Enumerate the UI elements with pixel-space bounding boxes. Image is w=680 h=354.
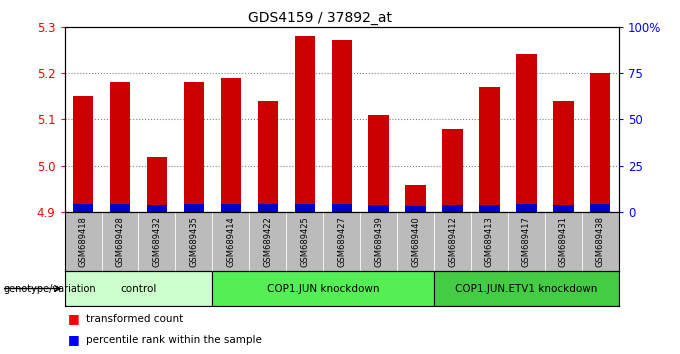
Text: GSM689435: GSM689435: [190, 216, 199, 267]
Text: ■: ■: [68, 312, 80, 325]
Text: GSM689418: GSM689418: [79, 216, 88, 267]
Text: GDS4159 / 37892_at: GDS4159 / 37892_at: [248, 11, 392, 25]
Bar: [554, 101, 573, 212]
Bar: [73, 204, 93, 212]
Bar: [184, 82, 204, 212]
Bar: [479, 205, 500, 212]
Text: transformed count: transformed count: [86, 314, 184, 324]
Text: GSM689413: GSM689413: [485, 216, 494, 267]
Bar: [221, 204, 241, 212]
Bar: [332, 204, 352, 212]
Text: GSM689425: GSM689425: [301, 216, 309, 267]
Bar: [369, 115, 389, 212]
Bar: [590, 204, 611, 212]
Text: ■: ■: [68, 333, 80, 346]
Bar: [147, 157, 167, 212]
Text: GSM689432: GSM689432: [152, 216, 161, 267]
Bar: [590, 73, 611, 212]
Text: GSM689438: GSM689438: [596, 216, 605, 267]
Bar: [443, 129, 462, 212]
Text: genotype/variation: genotype/variation: [3, 284, 96, 293]
Bar: [516, 55, 537, 212]
Bar: [405, 184, 426, 212]
Text: control: control: [120, 284, 156, 293]
Text: percentile rank within the sample: percentile rank within the sample: [86, 335, 262, 345]
Text: GSM689431: GSM689431: [559, 216, 568, 267]
Bar: [110, 204, 130, 212]
Bar: [65, 271, 212, 306]
Text: COP1.JUN.ETV1 knockdown: COP1.JUN.ETV1 knockdown: [455, 284, 598, 293]
Bar: [332, 40, 352, 212]
Bar: [147, 205, 167, 212]
Bar: [405, 206, 426, 212]
Text: GSM689439: GSM689439: [374, 216, 383, 267]
Bar: [479, 87, 500, 212]
Text: GSM689417: GSM689417: [522, 216, 531, 267]
Text: COP1.JUN knockdown: COP1.JUN knockdown: [267, 284, 379, 293]
Bar: [516, 204, 537, 212]
Bar: [434, 271, 619, 306]
Text: GSM689440: GSM689440: [411, 216, 420, 267]
Text: GSM689427: GSM689427: [337, 216, 346, 267]
Bar: [73, 96, 93, 212]
Bar: [369, 205, 389, 212]
Bar: [110, 82, 130, 212]
Text: GSM689428: GSM689428: [116, 216, 124, 267]
Text: GSM689412: GSM689412: [448, 216, 457, 267]
Bar: [294, 204, 315, 212]
Bar: [221, 78, 241, 212]
Bar: [258, 204, 278, 212]
Bar: [443, 205, 462, 212]
Bar: [258, 101, 278, 212]
Text: GSM689414: GSM689414: [226, 216, 235, 267]
Bar: [294, 36, 315, 212]
Bar: [184, 204, 204, 212]
Bar: [212, 271, 434, 306]
Bar: [554, 205, 573, 212]
Text: GSM689422: GSM689422: [263, 216, 272, 267]
